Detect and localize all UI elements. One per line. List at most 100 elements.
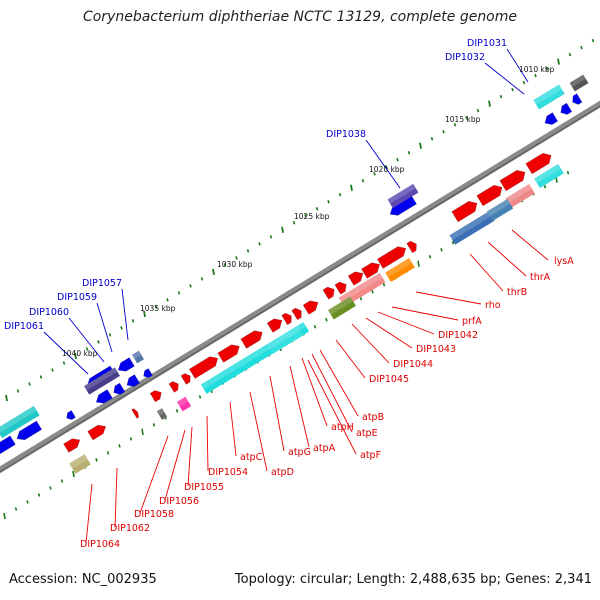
leader-line: [85, 483, 93, 544]
blue-feature: [486, 199, 514, 221]
cyan-feature-shape: [534, 164, 564, 188]
tick-label: 1025 kbp: [294, 212, 330, 221]
forward-gene-edge: [63, 438, 81, 453]
forward-gene: [266, 318, 283, 333]
scale-tick: [72, 470, 75, 478]
leader-line: [319, 349, 359, 417]
scale-tick: [258, 242, 261, 246]
scale-tick: [591, 38, 595, 43]
scale-tick: [428, 254, 432, 259]
scale-tick: [451, 240, 455, 245]
forward-gene-edge: [476, 184, 503, 207]
map-title: Corynebacterium diphtheriae NCTC 13129, …: [82, 9, 518, 25]
genome-summary-text: Topology: circular; Length: 2,488,635 bp…: [234, 572, 592, 587]
forward-gene-shape: [322, 287, 335, 300]
gene-label: atpF: [360, 450, 381, 461]
gene-label: DIP1056: [159, 496, 199, 507]
tick-label: 1020 kbp: [369, 165, 405, 174]
purple-feature-shape: [387, 183, 419, 209]
cyan-feature: [266, 325, 304, 355]
reverse-gene: [95, 389, 113, 404]
reverse-gene: [560, 102, 573, 115]
scale-tick: [129, 437, 133, 441]
forward-gene-shape: [217, 344, 240, 363]
gene-label: prfA: [462, 316, 482, 327]
reverse-gene-shape: [143, 368, 153, 378]
blue-feature-shine: [449, 211, 492, 240]
forward-gene: [168, 381, 179, 393]
scale-tick: [189, 284, 192, 288]
gray-feature-shape: [156, 408, 168, 420]
scale-tick: [97, 340, 100, 344]
cyan-feature-shine: [534, 164, 561, 184]
forward-gene-edge: [281, 312, 292, 326]
scale-tick: [143, 310, 146, 318]
gene-label: DIP1055: [184, 482, 224, 493]
forward-gene-shape: [451, 201, 478, 222]
reverse-gene-shape: [126, 374, 140, 387]
purple-feature: [387, 183, 419, 209]
forward-gene-shape: [180, 373, 191, 385]
scale-tick: [488, 100, 491, 107]
forward-gene-shape: [476, 185, 503, 206]
reverse-gene-edge: [126, 374, 141, 387]
leader-line: [311, 353, 353, 433]
olive-feature-shape: [328, 296, 356, 320]
reverse-gene-edge: [16, 420, 43, 441]
tick-label: 1040 kbp: [62, 349, 98, 358]
reverse-gene-shape: [572, 93, 583, 105]
scale-tick: [16, 389, 20, 393]
forward-gene: [406, 240, 417, 254]
forward-gene-edge: [149, 390, 162, 403]
scale-tick: [152, 423, 156, 427]
scale-tick: [371, 289, 374, 294]
forward-gene-edge: [266, 318, 283, 333]
forward-gene: [525, 152, 552, 175]
scale-tick: [315, 207, 319, 211]
purple-feature-shape: [84, 367, 120, 395]
gene-label: DIP1059: [57, 292, 97, 303]
forward-gene: [87, 424, 107, 441]
scale-tick: [361, 179, 365, 183]
gene-label: DIP1031: [467, 38, 507, 49]
scale-tick: [292, 221, 296, 225]
leader-line: [229, 401, 237, 457]
scale-tick: [212, 268, 215, 276]
gene-label: DIP1058: [134, 509, 174, 520]
leader-line: [187, 426, 193, 487]
reverse-gene: [113, 382, 126, 395]
forward-gene-shape: [291, 308, 302, 320]
gene-label: rho: [485, 300, 501, 311]
gene-label: atpD: [271, 467, 294, 478]
accession-text: Accession: NC_002935: [9, 572, 157, 587]
scale-tick: [325, 318, 328, 322]
reverse-gene-shape: [0, 435, 16, 457]
scale-tick: [118, 444, 121, 448]
scale-tick: [269, 235, 273, 239]
reverse-gene-edge: [560, 102, 573, 115]
olive-feature-shine: [328, 296, 354, 315]
gray-feature: [569, 74, 589, 92]
leader-line: [506, 48, 529, 83]
scale-tick: [534, 73, 537, 78]
reverse-gene: [16, 420, 43, 441]
gene-label: atpE: [356, 428, 378, 439]
scale-tick: [543, 184, 547, 189]
forward-gene-shape: [168, 381, 179, 393]
cyan-feature-shine: [533, 84, 562, 105]
gray-feature-shine: [156, 408, 165, 416]
cyan-feature-shape: [533, 84, 565, 110]
forward-gene-edge: [168, 381, 179, 393]
reverse-gene: [126, 374, 141, 387]
scale-tick: [108, 333, 112, 337]
forward-gene-shape: [334, 282, 347, 295]
reverse-gene-edge: [95, 389, 113, 404]
forward-gene-shape: [303, 300, 318, 315]
scale-tick: [154, 305, 158, 309]
leader-line: [121, 288, 129, 341]
leader-line: [484, 62, 525, 95]
forward-gene-edge: [406, 240, 417, 254]
cyan-feature-shape: [266, 325, 304, 355]
blue-feature-shape: [131, 350, 145, 364]
scale-tick: [442, 129, 445, 134]
